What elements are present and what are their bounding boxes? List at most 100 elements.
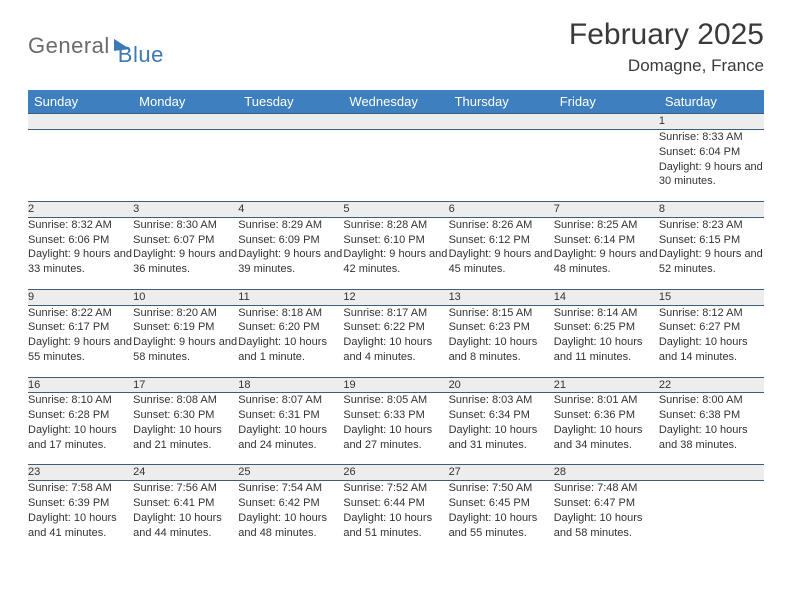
sunrise-line: Sunrise: 7:48 AM <box>554 481 659 496</box>
daylight-line: Daylight: 9 hours and 33 minutes. <box>28 247 133 277</box>
daylight-line: Daylight: 9 hours and 30 minutes. <box>659 160 764 190</box>
daylight-line: Daylight: 10 hours and 1 minute. <box>238 335 343 365</box>
sunset-line: Sunset: 6:47 PM <box>554 496 659 511</box>
sunrise-line: Sunrise: 8:33 AM <box>659 130 764 145</box>
sunrise-line: Sunrise: 8:00 AM <box>659 393 764 408</box>
daylight-line: Daylight: 9 hours and 39 minutes. <box>238 247 343 277</box>
day-number-row: 9101112131415 <box>28 289 764 305</box>
day-number-cell: 6 <box>449 201 554 217</box>
sunrise-line: Sunrise: 8:20 AM <box>133 306 238 321</box>
daylight-line: Daylight: 9 hours and 48 minutes. <box>554 247 659 277</box>
day-number-cell: 23 <box>28 465 133 481</box>
sunset-line: Sunset: 6:33 PM <box>343 408 448 423</box>
daylight-line: Daylight: 10 hours and 24 minutes. <box>238 423 343 453</box>
daylight-line: Daylight: 10 hours and 34 minutes. <box>554 423 659 453</box>
sunrise-line: Sunrise: 8:10 AM <box>28 393 133 408</box>
title-block: February 2025 Domagne, France <box>569 18 764 76</box>
month-title: February 2025 <box>569 18 764 52</box>
daylight-line: Daylight: 9 hours and 58 minutes. <box>133 335 238 365</box>
sunrise-line: Sunrise: 8:26 AM <box>449 218 554 233</box>
daylight-line: Daylight: 9 hours and 55 minutes. <box>28 335 133 365</box>
sunset-line: Sunset: 6:22 PM <box>343 320 448 335</box>
day-details-cell: Sunrise: 8:32 AMSunset: 6:06 PMDaylight:… <box>28 217 133 289</box>
daylight-line: Daylight: 10 hours and 11 minutes. <box>554 335 659 365</box>
day-details-cell <box>238 129 343 201</box>
day-number-cell: 14 <box>554 289 659 305</box>
sunset-line: Sunset: 6:09 PM <box>238 233 343 248</box>
sunset-line: Sunset: 6:41 PM <box>133 496 238 511</box>
day-details-cell: Sunrise: 7:48 AMSunset: 6:47 PMDaylight:… <box>554 481 659 553</box>
day-number-cell: 27 <box>449 465 554 481</box>
weekday-header: Tuesday <box>238 90 343 114</box>
sunrise-line: Sunrise: 8:17 AM <box>343 306 448 321</box>
day-details-cell: Sunrise: 7:54 AMSunset: 6:42 PMDaylight:… <box>238 481 343 553</box>
day-number-cell: 5 <box>343 201 448 217</box>
sunset-line: Sunset: 6:23 PM <box>449 320 554 335</box>
day-details-row: Sunrise: 8:33 AMSunset: 6:04 PMDaylight:… <box>28 129 764 201</box>
brand-logo: General Blue <box>28 18 164 68</box>
day-details-cell <box>28 129 133 201</box>
header: General Blue February 2025 Domagne, Fran… <box>28 18 764 76</box>
day-number-cell: 21 <box>554 377 659 393</box>
day-details-cell: Sunrise: 8:10 AMSunset: 6:28 PMDaylight:… <box>28 393 133 465</box>
day-number-cell <box>343 114 448 130</box>
sunset-line: Sunset: 6:38 PM <box>659 408 764 423</box>
sunrise-line: Sunrise: 8:08 AM <box>133 393 238 408</box>
day-number-cell: 11 <box>238 289 343 305</box>
sunrise-line: Sunrise: 8:30 AM <box>133 218 238 233</box>
sunrise-line: Sunrise: 8:12 AM <box>659 306 764 321</box>
day-details-cell: Sunrise: 8:07 AMSunset: 6:31 PMDaylight:… <box>238 393 343 465</box>
day-details-cell: Sunrise: 8:22 AMSunset: 6:17 PMDaylight:… <box>28 305 133 377</box>
day-number-cell: 24 <box>133 465 238 481</box>
day-details-cell <box>133 129 238 201</box>
day-details-row: Sunrise: 8:22 AMSunset: 6:17 PMDaylight:… <box>28 305 764 377</box>
daylight-line: Daylight: 10 hours and 21 minutes. <box>133 423 238 453</box>
day-number-cell: 28 <box>554 465 659 481</box>
day-number-cell: 1 <box>659 114 764 130</box>
day-details-cell: Sunrise: 8:18 AMSunset: 6:20 PMDaylight:… <box>238 305 343 377</box>
weekday-header: Friday <box>554 90 659 114</box>
day-details-row: Sunrise: 8:10 AMSunset: 6:28 PMDaylight:… <box>28 393 764 465</box>
day-number-cell: 13 <box>449 289 554 305</box>
daylight-line: Daylight: 9 hours and 45 minutes. <box>449 247 554 277</box>
brand-part1: General <box>28 33 110 59</box>
sunset-line: Sunset: 6:14 PM <box>554 233 659 248</box>
daylight-line: Daylight: 10 hours and 51 minutes. <box>343 511 448 541</box>
sunset-line: Sunset: 6:39 PM <box>28 496 133 511</box>
sunrise-line: Sunrise: 7:54 AM <box>238 481 343 496</box>
day-details-cell: Sunrise: 7:50 AMSunset: 6:45 PMDaylight:… <box>449 481 554 553</box>
day-number-cell: 2 <box>28 201 133 217</box>
day-details-cell <box>449 129 554 201</box>
day-details-cell: Sunrise: 8:03 AMSunset: 6:34 PMDaylight:… <box>449 393 554 465</box>
day-details-row: Sunrise: 7:58 AMSunset: 6:39 PMDaylight:… <box>28 481 764 553</box>
day-number-cell: 20 <box>449 377 554 393</box>
day-details-cell: Sunrise: 8:30 AMSunset: 6:07 PMDaylight:… <box>133 217 238 289</box>
sunrise-line: Sunrise: 8:15 AM <box>449 306 554 321</box>
sunset-line: Sunset: 6:25 PM <box>554 320 659 335</box>
weekday-header: Wednesday <box>343 90 448 114</box>
day-details-cell: Sunrise: 8:08 AMSunset: 6:30 PMDaylight:… <box>133 393 238 465</box>
sunset-line: Sunset: 6:42 PM <box>238 496 343 511</box>
day-number-cell <box>554 114 659 130</box>
day-number-cell: 16 <box>28 377 133 393</box>
daylight-line: Daylight: 9 hours and 36 minutes. <box>133 247 238 277</box>
daylight-line: Daylight: 9 hours and 52 minutes. <box>659 247 764 277</box>
weekday-header-row: Sunday Monday Tuesday Wednesday Thursday… <box>28 90 764 114</box>
day-details-cell: Sunrise: 7:58 AMSunset: 6:39 PMDaylight:… <box>28 481 133 553</box>
sunrise-line: Sunrise: 8:18 AM <box>238 306 343 321</box>
sunrise-line: Sunrise: 8:03 AM <box>449 393 554 408</box>
day-number-cell <box>449 114 554 130</box>
day-details-cell: Sunrise: 8:25 AMSunset: 6:14 PMDaylight:… <box>554 217 659 289</box>
sunrise-line: Sunrise: 8:07 AM <box>238 393 343 408</box>
day-number-row: 16171819202122 <box>28 377 764 393</box>
sunrise-line: Sunrise: 8:28 AM <box>343 218 448 233</box>
sunrise-line: Sunrise: 7:50 AM <box>449 481 554 496</box>
sunset-line: Sunset: 6:20 PM <box>238 320 343 335</box>
sunrise-line: Sunrise: 8:22 AM <box>28 306 133 321</box>
day-number-row: 2345678 <box>28 201 764 217</box>
day-number-cell <box>28 114 133 130</box>
weekday-header: Thursday <box>449 90 554 114</box>
day-details-cell <box>343 129 448 201</box>
day-details-cell: Sunrise: 8:17 AMSunset: 6:22 PMDaylight:… <box>343 305 448 377</box>
day-details-cell: Sunrise: 8:20 AMSunset: 6:19 PMDaylight:… <box>133 305 238 377</box>
